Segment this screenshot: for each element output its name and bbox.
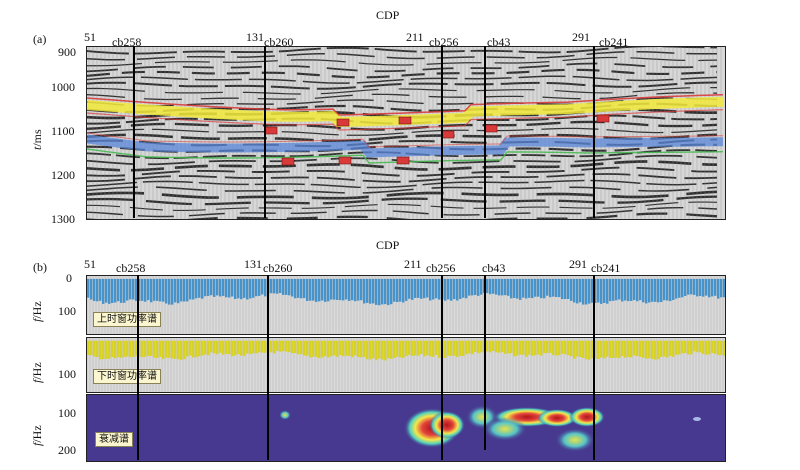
cdp-tick-label: 51: [84, 257, 96, 271]
cdp-tick-label: 131: [246, 30, 264, 44]
y-tick-label: 900: [58, 45, 76, 59]
attenuation-anomalies: [279, 405, 701, 452]
well-line: [264, 46, 266, 218]
panel-a-axis-title: CDP: [376, 8, 400, 22]
y-label-unit: /Hz: [30, 362, 44, 380]
y-label-symbol: f: [30, 379, 44, 383]
lower-window-spectrum-panel: 下时窗功率谱: [86, 337, 726, 393]
well-label: cb260: [263, 261, 293, 275]
panel-a-letter: (a): [33, 32, 47, 46]
y-tick-label: 1100: [51, 124, 75, 138]
attenuation-spectrum-tag: 衰减谱: [95, 432, 133, 447]
y-label-symbol: t: [30, 146, 44, 150]
well-line: [484, 46, 486, 218]
cdp-tick-label: 211: [404, 257, 422, 271]
y-label-unit: /Hz: [30, 301, 44, 319]
y-tick-label: 0: [66, 271, 72, 285]
cdp-tick-label: 211: [406, 30, 424, 44]
well-line: [593, 275, 595, 460]
y-tick-label: 1200: [51, 168, 75, 182]
well-label: cb241: [591, 261, 621, 275]
well-label: cb258: [112, 35, 142, 49]
y-axis-label-middle: f/Hz: [30, 362, 45, 383]
upper-window-spectrum-panel: 上时窗功率谱: [86, 275, 726, 335]
well-label: cb43: [482, 261, 506, 275]
y-axis-label-a: t/ms: [30, 129, 45, 150]
well-label: cb43: [487, 35, 511, 49]
well-label: cb258: [116, 261, 146, 275]
y-label-symbol: f: [30, 318, 44, 322]
well-label: cb256: [426, 261, 456, 275]
y-tick-label: 100: [58, 406, 76, 420]
cdp-tick-label: 131: [244, 257, 262, 271]
y-label-unit: /Hz: [30, 425, 44, 443]
well-line: [137, 275, 139, 460]
lower-spectrum-traces: [87, 338, 725, 392]
y-tick-label: 1000: [51, 80, 75, 94]
cdp-tick-label: 291: [572, 30, 590, 44]
well-line: [441, 275, 443, 460]
y-tick-label: 200: [58, 443, 76, 457]
cdp-tick-label: 51: [84, 30, 96, 44]
well-line: [441, 46, 443, 218]
well-line: [133, 46, 135, 218]
y-tick-label: 100: [58, 304, 76, 318]
y-label-unit: /ms: [30, 129, 44, 147]
well-label: cb256: [429, 35, 459, 49]
seismic-traces: [87, 47, 724, 219]
attenuation-spectrum-panel: 衰减谱: [86, 394, 726, 462]
upper-spectrum-tag: 上时窗功率谱: [93, 312, 161, 327]
panel-b-axis-title: CDP: [376, 238, 400, 252]
seismic-section: [86, 46, 726, 220]
panel-b-letter: (b): [33, 260, 47, 274]
well-line: [593, 46, 595, 218]
y-label-symbol: f: [30, 442, 44, 446]
y-tick-label: 1300: [51, 212, 75, 226]
well-label: cb260: [264, 35, 294, 49]
y-axis-label-upper: f/Hz: [30, 301, 45, 322]
well-line: [484, 275, 486, 450]
cdp-tick-label: 291: [569, 257, 587, 271]
upper-spectrum-traces: [87, 276, 725, 334]
well-label: cb241: [599, 35, 629, 49]
lower-spectrum-tag: 下时窗功率谱: [93, 369, 161, 384]
y-axis-label-lower: f/Hz: [30, 425, 45, 446]
well-line: [267, 275, 269, 460]
y-tick-label: 100: [58, 367, 76, 381]
